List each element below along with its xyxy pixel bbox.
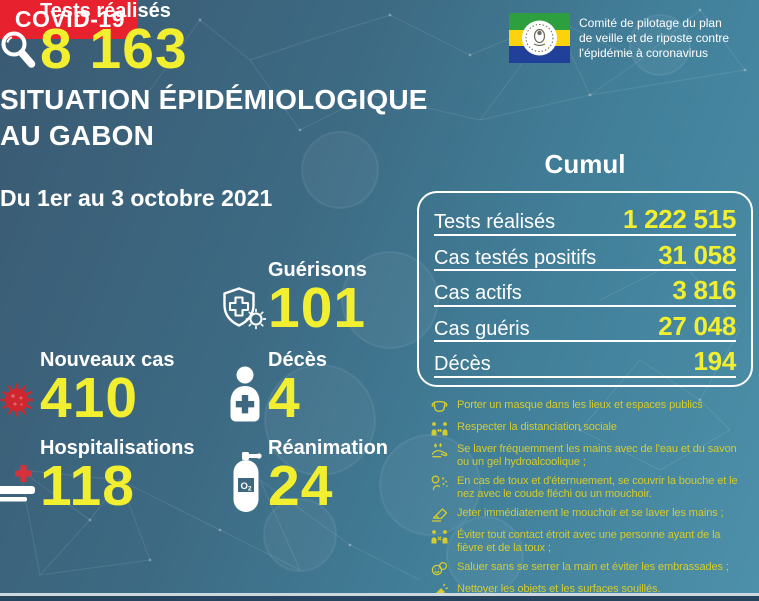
page-title-line-2: AU GABON	[0, 120, 155, 151]
row-label: Cas actifs	[434, 282, 522, 304]
committee-text: Comité de pilotage du plan de veille et …	[579, 16, 729, 61]
report-period: Du 1er au 3 octobre 2021	[0, 185, 273, 211]
stat-deces: Décès 4	[228, 349, 327, 430]
covid-banner-label: COVID-19	[14, 6, 125, 32]
shield-cross-icon	[220, 286, 266, 330]
list-item: Saluer sans se serrer la main et éviter …	[430, 561, 748, 577]
table-row: Cas actifs 3 816	[434, 271, 736, 307]
distancing-icon	[431, 422, 448, 436]
recommendations-list: Porter un masque dans les lieux et espac…	[430, 399, 748, 601]
row-value: 1 222 515	[623, 204, 736, 234]
list-item: Porter un masque dans les lieux et espac…	[430, 399, 748, 415]
stat-label: Réanimation	[268, 437, 389, 459]
row-label: Tests réalisés	[434, 211, 556, 233]
stat-label: Tests réalisés	[40, 0, 171, 22]
stat-hospitalisations: Hospitalisations 118	[0, 437, 195, 518]
row-label: Décès	[434, 353, 491, 375]
footer-light-strip	[0, 593, 759, 596]
row-value: 27 048	[658, 310, 736, 341]
magnifier-icon	[0, 30, 38, 70]
list-item: Respecter la distanciation sociale	[430, 421, 748, 437]
cumul-title: Cumul	[544, 149, 626, 179]
committee-line-2: de veille et de riposte contre	[579, 31, 730, 45]
recommendation-text: En cas de toux et d'éternuement, se couv…	[457, 475, 738, 500]
hospital-bed-icon	[0, 462, 36, 508]
stat-label: Nouveaux cas	[40, 349, 175, 371]
page-title-line-1: SITUATION ÉPIDÉMIOLOGIQUE	[0, 84, 428, 115]
stat-nouveaux-cas: Nouveaux cas 410	[0, 349, 175, 430]
greeting-icon	[431, 561, 448, 576]
stat-label: Guérisons	[268, 259, 367, 281]
stat-reanimation: O2 Réanimation 24	[232, 437, 389, 518]
table-row: Cas guéris 27 048	[434, 307, 736, 342]
recommendation-text: Saluer sans se serrer la main et éviter …	[457, 561, 729, 573]
table-row: Décès 194	[434, 342, 736, 378]
table-row: Tests réalisés 1 222 515	[434, 200, 736, 236]
table-row: Cas testés positifs 31 058	[434, 236, 736, 271]
stat-label: Hospitalisations	[40, 437, 195, 459]
gabon-flag	[509, 13, 570, 63]
row-label: Cas testés positifs	[434, 246, 597, 269]
stat-value: 24	[268, 454, 334, 518]
page-title: SITUATION ÉPIDÉMIOLOGIQUE AU GABON	[0, 82, 428, 154]
stat-label: Décès	[268, 349, 327, 371]
stat-value: 101	[268, 276, 367, 340]
footer-dark-bar	[0, 596, 759, 601]
row-label: Cas guéris	[434, 317, 530, 340]
recommendation-text: Porter un masque dans les lieux et espac…	[457, 399, 703, 411]
cough-icon	[431, 475, 448, 491]
list-item: Éviter tout contact étroit avec une pers…	[430, 529, 748, 555]
committee-line-3: l'épidémie à coronavirus	[579, 46, 709, 60]
covid-banner: COVID-19	[0, 0, 138, 39]
stat-value: 8 163	[40, 17, 188, 81]
tissue-icon	[431, 508, 448, 522]
stat-tests-realises: Tests réalisés 8 163	[0, 0, 188, 81]
stat-value: 118	[40, 454, 135, 518]
recommendation-text: Jeter immédiatement le mouchoir et se la…	[457, 507, 724, 519]
flag-emblem-icon	[522, 20, 557, 56]
committee-line-1: Comité de pilotage du plan	[579, 16, 722, 30]
list-item: En cas de toux et d'éternuement, se couv…	[430, 475, 748, 501]
stat-value: 4	[268, 366, 301, 430]
stat-guerisons: Guérisons 101	[220, 259, 367, 340]
list-item: Jeter immédiatement le mouchoir et se la…	[430, 507, 748, 523]
row-value: 194	[693, 346, 737, 376]
cumul-table: Tests réalisés 1 222 515 Cas testés posi…	[417, 191, 753, 387]
recommendation-text: Respecter la distanciation sociale	[457, 421, 617, 433]
row-value: 31 058	[658, 239, 736, 270]
recommendation-text: Se laver fréquemment les mains avec de l…	[457, 443, 737, 468]
virus-icon	[0, 381, 36, 419]
row-value: 3 816	[672, 275, 736, 305]
list-item: Se laver fréquemment les mains avec de l…	[430, 443, 748, 469]
stat-value: 410	[40, 366, 139, 430]
recommendation-text: Nettoyer les objets et les surfaces soui…	[457, 583, 661, 595]
recommendation-text: Éviter tout contact étroit avec une pers…	[457, 529, 721, 554]
hand-wash-icon	[431, 443, 448, 458]
oxygen-tank-icon: O2	[232, 452, 262, 512]
avoid-contact-icon	[431, 530, 448, 544]
person-cross-icon	[228, 366, 262, 422]
svg-text:O2: O2	[240, 481, 251, 493]
mask-icon	[431, 400, 448, 412]
